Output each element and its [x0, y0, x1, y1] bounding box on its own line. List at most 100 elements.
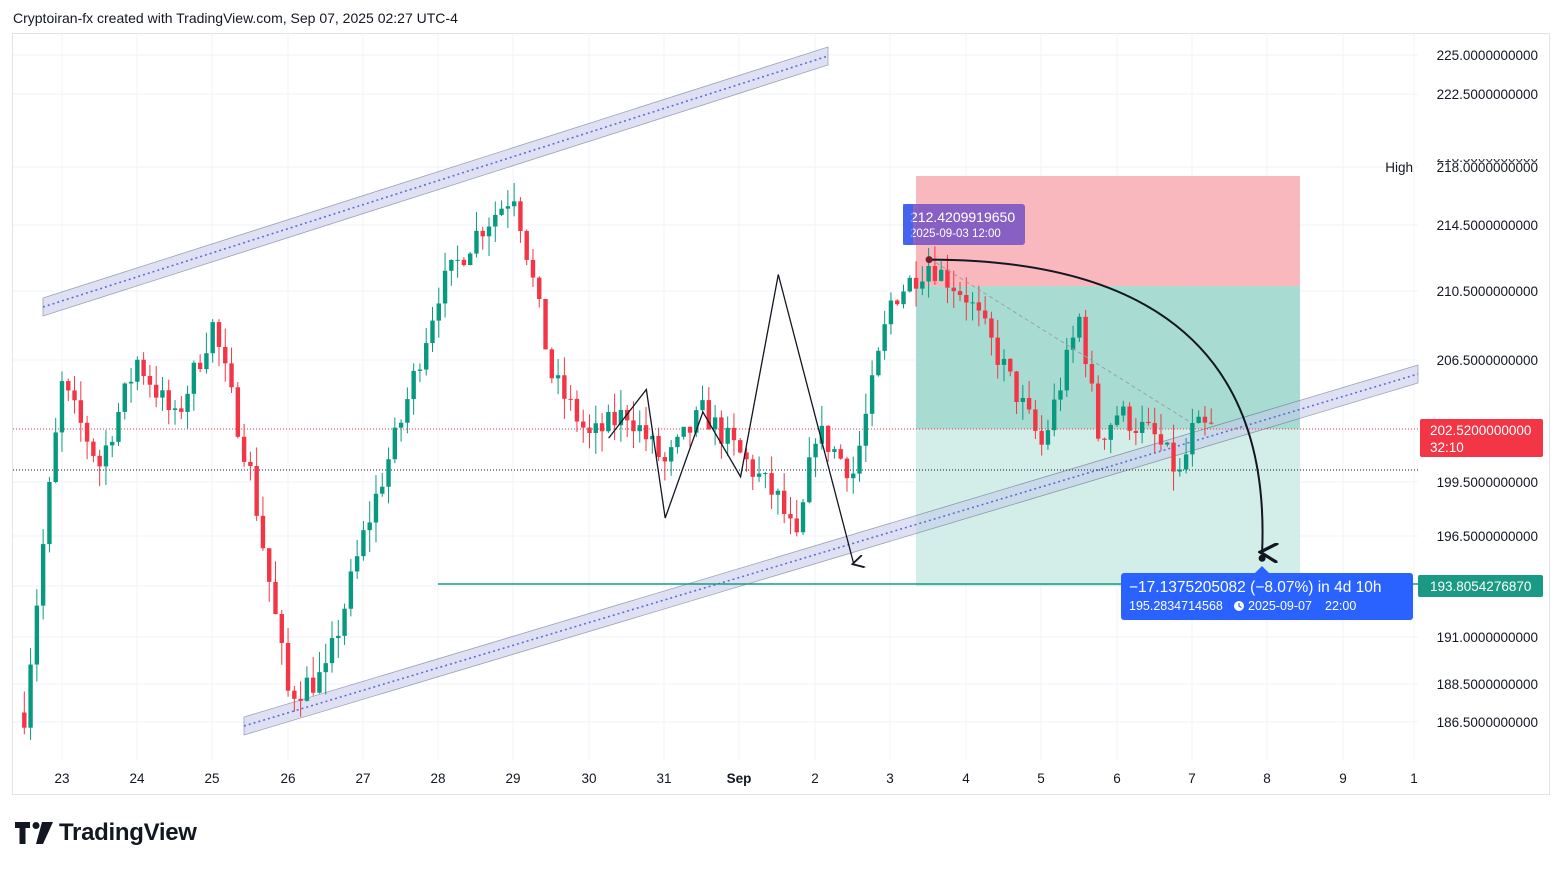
candle-body-184	[1177, 469, 1183, 472]
candle-body-147	[945, 269, 950, 288]
candle-body-90	[587, 427, 592, 434]
candle-body-114	[738, 440, 743, 453]
candle-body-111	[719, 417, 724, 444]
candle-body-121	[781, 490, 787, 515]
candle-body-85	[555, 375, 561, 379]
candle-body-16	[122, 383, 127, 412]
candle-body-70	[461, 259, 467, 266]
candle-body-151	[970, 302, 975, 304]
x-tick-label-0: 23	[54, 771, 69, 786]
x-tick-label-17: 9	[1339, 771, 1347, 786]
candle-body-79	[518, 201, 523, 231]
candle-body-32	[223, 346, 228, 364]
candle-body-144	[926, 265, 931, 282]
candle-body-46	[310, 677, 316, 693]
candle-body-14	[110, 441, 115, 446]
clock-icon	[1234, 601, 1244, 611]
candle-body-84	[549, 349, 555, 379]
x-tick-label-3: 26	[280, 771, 295, 786]
candle-body-108	[700, 400, 705, 411]
candle-body-154	[989, 318, 994, 338]
candle-body-45	[304, 677, 310, 701]
y-tick-label-3: 214.5000000000	[1437, 218, 1538, 233]
projection-arc	[929, 258, 1262, 553]
candle-body-167	[1070, 337, 1076, 350]
candle-body-61	[405, 399, 410, 423]
candle-body-39	[267, 548, 272, 582]
position-zones	[916, 176, 1300, 586]
candle-body-120	[775, 490, 781, 495]
candle-body-105	[681, 426, 686, 437]
candle-body-15	[116, 411, 121, 442]
candle-body-177	[1133, 430, 1139, 433]
candle-body-67	[442, 270, 448, 304]
candle-body-171	[1095, 383, 1101, 439]
candle-body-72	[474, 230, 479, 254]
candle-body-100	[650, 435, 655, 440]
candle-body-75	[493, 214, 498, 227]
candle-body-88	[574, 398, 580, 422]
x-tick-label-10: 2	[811, 771, 819, 786]
x-tick-label-14: 6	[1113, 771, 1121, 786]
y-tick-label-10: 186.5000000000	[1437, 715, 1538, 730]
candle-body-6	[59, 381, 65, 433]
x-tick-label-15: 7	[1188, 771, 1196, 786]
candle-body-187	[1196, 416, 1201, 424]
candle-body-142	[913, 277, 919, 289]
candle-body-97	[631, 420, 636, 432]
y-tick-label-9: 188.5000000000	[1437, 677, 1538, 692]
candle-body-13	[103, 445, 109, 467]
tradingview-logo-icon	[15, 822, 53, 844]
y-tick-label-6: 199.5000000000	[1437, 475, 1538, 490]
channel-lower-midline	[243, 373, 1419, 727]
candle-body-7	[66, 381, 71, 391]
y-tick-label-1: 222.5000000000	[1437, 87, 1538, 102]
candle-body-0	[22, 712, 27, 728]
candle-body-123	[794, 518, 799, 533]
candle-body-64	[424, 343, 429, 370]
candle-body-148	[951, 287, 956, 292]
candle-body-155	[995, 337, 1000, 365]
candle-body-122	[788, 514, 793, 519]
candle-body-62	[411, 370, 416, 400]
candle-body-44	[298, 698, 303, 701]
high-marker-badge	[903, 204, 1025, 245]
candle-body-159	[1020, 397, 1026, 403]
candle-body-48	[323, 663, 328, 673]
candle-body-3	[40, 544, 46, 606]
candle-body-165	[1058, 390, 1063, 400]
candle-body-115	[744, 452, 749, 460]
candle-body-99	[643, 425, 649, 440]
candle-body-68	[449, 259, 454, 271]
candle-body-179	[1146, 421, 1151, 424]
candle-body-103	[668, 447, 674, 462]
candle-body-189	[1209, 422, 1214, 424]
candle-body-101	[656, 435, 661, 458]
candle-body-146	[938, 269, 944, 281]
candle-body-20	[147, 376, 153, 385]
last-price-badge	[1420, 419, 1543, 457]
chart-frame[interactable]	[12, 33, 1550, 795]
candle-body-22	[160, 390, 165, 398]
candle-body-53	[354, 556, 360, 572]
high-marker-accent	[903, 204, 913, 245]
y-tick-partial-mask	[1420, 150, 1544, 159]
decline-trend-dashed	[929, 258, 1191, 423]
candle-body-73	[480, 230, 485, 237]
candle-body-17	[128, 381, 134, 384]
x-tick-label-8: 31	[656, 771, 671, 786]
candle-body-80	[524, 230, 529, 260]
candle-body-162	[1039, 430, 1044, 445]
y-tick-label-0: 225.0000000000	[1437, 48, 1538, 63]
candle-body-149	[957, 291, 963, 295]
candle-body-25	[179, 408, 184, 412]
high-marker-price: 212.4209919650	[910, 209, 1015, 225]
candle-body-140	[901, 291, 906, 305]
candle-body-12	[97, 455, 102, 467]
tradingview-logo[interactable]: TradingView	[15, 818, 197, 848]
channel-upper-band	[42, 46, 829, 317]
candle-body-93	[606, 412, 611, 432]
candle-body-42	[285, 642, 291, 691]
x-tick-label-9: Sep	[727, 771, 752, 786]
